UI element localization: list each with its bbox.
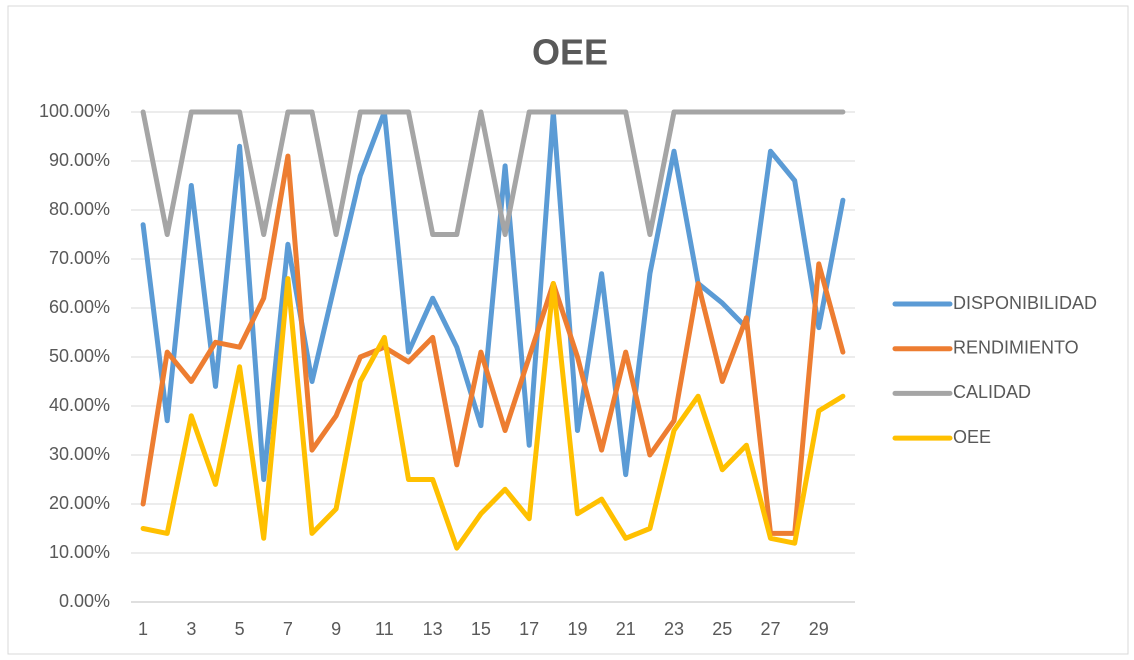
legend-label: RENDIMIENTO bbox=[953, 337, 1079, 357]
y-tick-label: 80.00% bbox=[49, 199, 110, 219]
y-tick-label: 20.00% bbox=[49, 493, 110, 513]
x-tick-label: 13 bbox=[423, 619, 443, 639]
x-tick-label: 21 bbox=[616, 619, 636, 639]
series-line bbox=[140, 153, 846, 536]
x-tick-label: 5 bbox=[235, 619, 245, 639]
y-tick-label: 10.00% bbox=[49, 542, 110, 562]
y-tick-label: 100.00% bbox=[39, 101, 110, 121]
y-tick-label: 70.00% bbox=[49, 248, 110, 268]
x-tick-label: 25 bbox=[712, 619, 732, 639]
series-line bbox=[140, 276, 846, 551]
x-tick-label: 17 bbox=[519, 619, 539, 639]
y-tick-label: 90.00% bbox=[49, 150, 110, 170]
x-tick-label: 1 bbox=[138, 619, 148, 639]
x-tick-label: 9 bbox=[331, 619, 341, 639]
x-tick-label: 7 bbox=[283, 619, 293, 639]
x-tick-label: 29 bbox=[809, 619, 829, 639]
y-tick-label: 0.00% bbox=[59, 591, 110, 611]
chart-title: OEE bbox=[532, 32, 608, 73]
x-tick-label: 11 bbox=[375, 619, 394, 639]
x-tick-label: 23 bbox=[664, 619, 684, 639]
series-line bbox=[140, 109, 846, 482]
legend-label: OEE bbox=[953, 427, 991, 447]
series-line bbox=[140, 109, 846, 237]
y-tick-label: 40.00% bbox=[49, 395, 110, 415]
y-tick-label: 60.00% bbox=[49, 297, 110, 317]
y-tick-label: 50.00% bbox=[49, 346, 110, 366]
x-tick-label: 19 bbox=[567, 619, 587, 639]
legend-label: DISPONIBILIDAD bbox=[953, 293, 1097, 313]
legend-label: CALIDAD bbox=[953, 382, 1031, 402]
x-tick-label: 15 bbox=[471, 619, 491, 639]
x-tick-label: 3 bbox=[186, 619, 196, 639]
x-tick-label: 27 bbox=[761, 619, 781, 639]
y-tick-label: 30.00% bbox=[49, 444, 110, 464]
